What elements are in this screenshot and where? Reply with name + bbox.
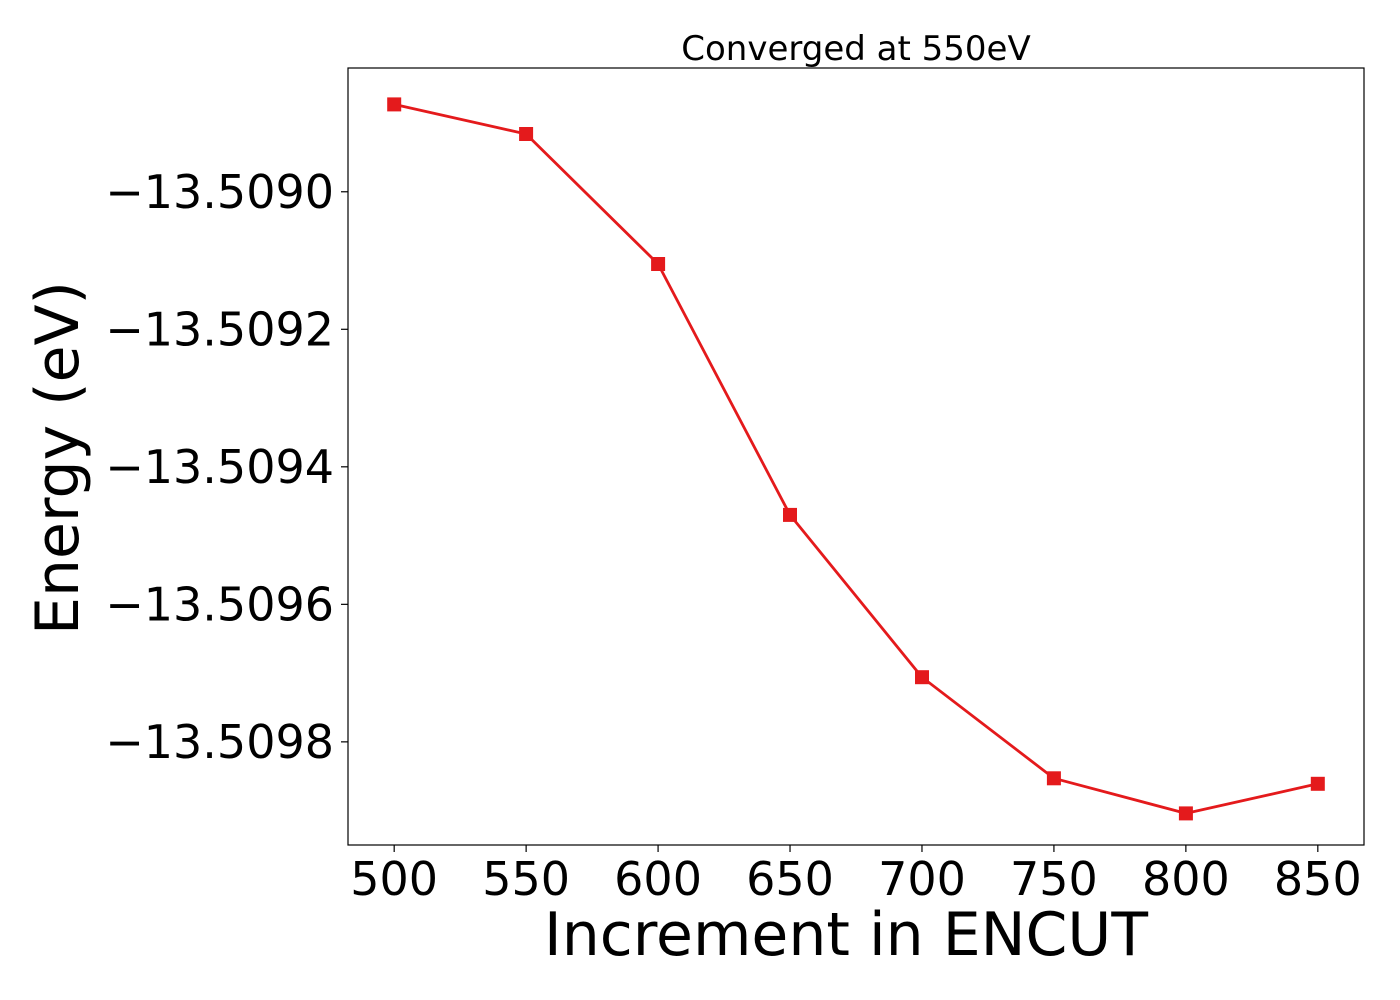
- plot-series: [387, 97, 1325, 821]
- data-point-marker: [651, 257, 666, 271]
- data-point-marker: [783, 507, 797, 522]
- plot-frame: [347, 67, 1365, 846]
- x-tick-label: 500: [350, 852, 438, 906]
- x-tick-label: 700: [878, 852, 966, 906]
- data-point-marker: [1046, 771, 1061, 786]
- data-point-marker: [1178, 806, 1193, 821]
- y-tick-label: −13.5096: [105, 577, 334, 631]
- y-axis-ticks: −13.5090 −13.5092 −13.5094 −13.5096 −13.5098: [105, 165, 348, 769]
- y-tick-label: −13.5094: [105, 440, 334, 494]
- y-tick-label: −13.5092: [105, 302, 334, 356]
- x-tick-label: 600: [614, 852, 702, 906]
- y-tick-label: −13.5098: [105, 715, 334, 769]
- x-axis-ticks: 500 550 600 650 700 750 800 850: [350, 845, 1362, 906]
- chart-title: Converged at 550eV: [681, 29, 1030, 69]
- x-tick-label: 750: [1010, 852, 1098, 906]
- y-tick-label: −13.5090: [105, 165, 334, 219]
- data-point-marker: [387, 97, 402, 112]
- data-point-marker: [1310, 776, 1325, 791]
- x-tick-label: 550: [482, 852, 570, 906]
- x-axis-label: Increment in ENCUT: [544, 900, 1148, 970]
- x-tick-label: 650: [746, 852, 834, 906]
- x-tick-label: 800: [1142, 852, 1230, 906]
- x-tick-label: 850: [1274, 852, 1362, 906]
- data-point-marker: [519, 127, 534, 141]
- data-point-marker: [915, 670, 929, 685]
- y-axis-label: Energy (eV): [23, 281, 93, 635]
- series-line: [393, 103, 1319, 815]
